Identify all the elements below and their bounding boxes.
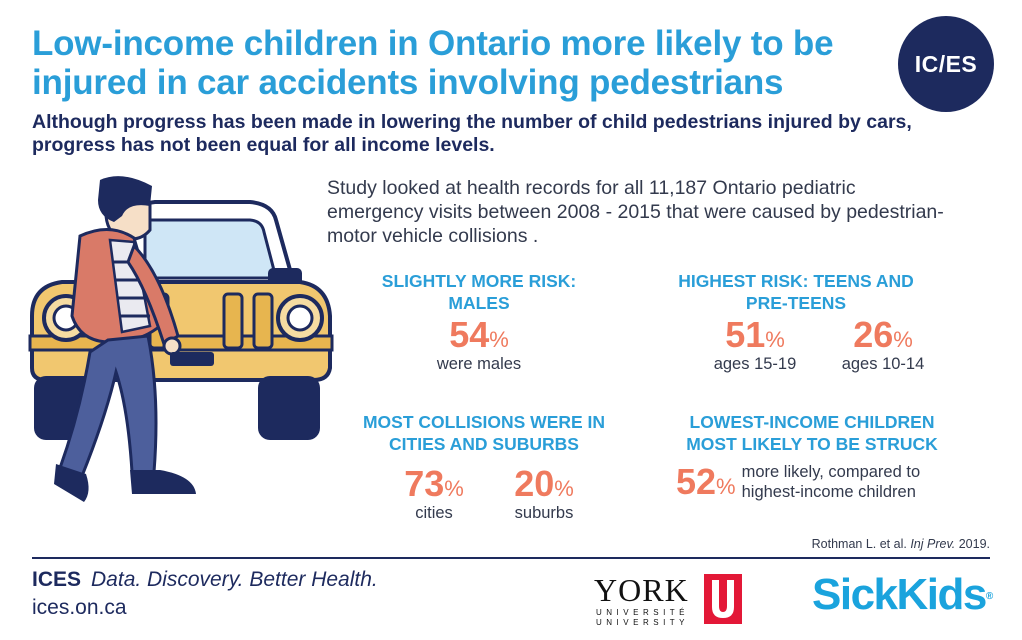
page-subtitle: Although progress has been made in lower…: [32, 111, 912, 156]
stat-location-2-value: 20: [514, 463, 555, 504]
stat-income-unit: %: [716, 474, 736, 499]
stat-location-2-caption: suburbs: [514, 504, 574, 522]
stat-males: 54% were males: [400, 316, 558, 374]
stat-teens-item-1: 51% ages 15-19: [696, 316, 814, 374]
stat-teens-1-unit: %: [765, 327, 785, 352]
stat-teens-1-caption: ages 15-19: [713, 355, 797, 373]
stat-location-2-unit: %: [554, 476, 574, 501]
york-university-logo: YORK UNIVERSITÉ UNIVERSITY: [594, 572, 754, 628]
page-title: Low-income children in Ontario more like…: [32, 24, 834, 102]
york-u-icon: [712, 580, 734, 618]
stat-teens-item-2: 26% ages 10-14: [824, 316, 942, 374]
citation-authors: Rothman L. et al.: [811, 537, 907, 551]
stat-income-value: 52: [676, 461, 717, 502]
stat-males-caption: were males: [436, 355, 522, 373]
york-u-mark: [704, 574, 742, 624]
footer-brand: ICES Data. Discovery. Better Health.: [32, 568, 378, 592]
stat-income-heading: LOWEST-INCOME CHILDREN MOST LIKELY TO BE…: [686, 412, 938, 454]
citation-year: 2019.: [958, 537, 990, 551]
stat-teens-2-caption: ages 10-14: [841, 355, 925, 373]
sickkids-registered-mark: ®: [985, 591, 993, 602]
child-and-car-illustration: [28, 176, 334, 502]
study-intro: Study looked at health records for all 1…: [327, 177, 944, 247]
footer-divider: [32, 557, 990, 559]
stat-males-unit: %: [489, 327, 509, 352]
ices-logo-text: IC/ES: [914, 50, 978, 77]
stat-income: 52% more likely, compared to highest-inc…: [676, 462, 966, 502]
child-pedestrian-illustration: [54, 176, 214, 502]
york-logo-word: YORK: [594, 572, 689, 608]
stat-teens-1-value: 51: [725, 314, 766, 355]
stat-location-1-value: 73: [404, 463, 445, 504]
sickkids-logo-word: SickKids: [812, 570, 987, 619]
york-logo-fr: UNIVERSITÉ: [596, 608, 690, 617]
stat-income-caption: more likely, compared to highest-income …: [741, 463, 921, 501]
footer-brand-name: ICES: [32, 568, 82, 591]
stat-location-item-1: 73% cities: [388, 465, 480, 523]
stat-teens-2-unit: %: [893, 327, 913, 352]
stat-location-item-2: 20% suburbs: [494, 465, 594, 523]
sickkids-logo: SickKids®: [812, 568, 993, 622]
stat-location-1-caption: cities: [415, 504, 453, 522]
stat-teens-2-value: 26: [853, 314, 894, 355]
stat-location-1-unit: %: [444, 476, 464, 501]
citation-journal: Inj Prev.: [910, 537, 956, 551]
stat-males-heading: SLIGHTLY MORE RISK: MALES: [381, 271, 577, 313]
stat-location-heading: MOST COLLISIONS WERE IN CITIES AND SUBUR…: [362, 412, 606, 454]
ices-logo: IC/ES: [898, 16, 994, 112]
footer-url[interactable]: ices.on.ca: [32, 596, 127, 619]
footer-tagline: Data. Discovery. Better Health.: [91, 568, 378, 591]
citation: Rothman L. et al. Inj Prev. 2019.: [812, 537, 990, 551]
stat-males-value: 54: [449, 314, 490, 355]
stat-teens-heading: HIGHEST RISK: TEENS AND PRE-TEENS: [678, 271, 914, 313]
york-logo-en: UNIVERSITY: [596, 618, 690, 627]
